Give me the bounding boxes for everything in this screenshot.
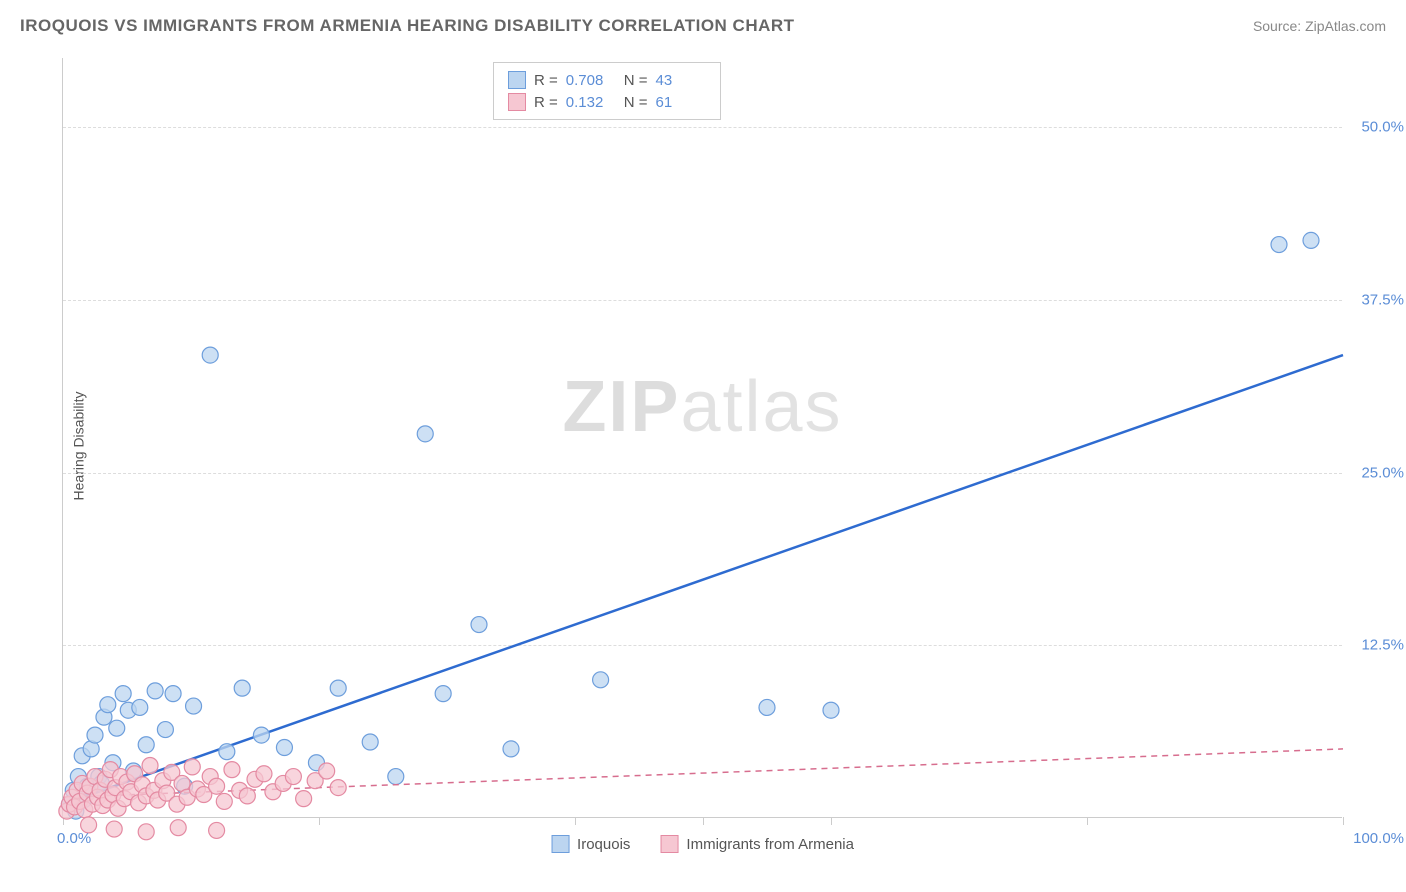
data-point-armenia (285, 769, 301, 785)
axis-xmax-label: 100.0% (1353, 830, 1404, 847)
data-point-iroquois (1303, 232, 1319, 248)
data-point-armenia (224, 762, 240, 778)
data-point-iroquois (362, 734, 378, 750)
data-point-iroquois (100, 697, 116, 713)
y-tick-label: 50.0% (1348, 119, 1404, 136)
data-point-iroquois (132, 699, 148, 715)
scatter-plot-svg (63, 58, 1342, 817)
x-tick (831, 817, 832, 825)
stats-row: R = 0.708 N = 43 (508, 69, 706, 91)
x-tick (703, 817, 704, 825)
chart-source: Source: ZipAtlas.com (1253, 18, 1386, 34)
data-point-armenia (142, 757, 158, 773)
n-value: 43 (656, 72, 706, 89)
data-point-armenia (296, 791, 312, 807)
n-label: N = (624, 72, 648, 89)
y-tick-label: 25.0% (1348, 464, 1404, 481)
data-point-iroquois (276, 740, 292, 756)
chart-plot-area: ZIPatlas 12.5%25.0%37.5%50.0% R =0.708N … (62, 58, 1342, 818)
swatch-icon (551, 835, 569, 853)
data-point-iroquois (147, 683, 163, 699)
data-point-armenia (106, 821, 122, 837)
x-tick (1343, 817, 1344, 825)
data-point-iroquois (388, 769, 404, 785)
n-label: N = (624, 94, 648, 111)
data-point-iroquois (165, 686, 181, 702)
data-point-iroquois (471, 617, 487, 633)
y-tick-label: 12.5% (1348, 637, 1404, 654)
data-point-iroquois (234, 680, 250, 696)
data-point-iroquois (503, 741, 519, 757)
r-value: 0.132 (566, 94, 616, 111)
chart-title: IROQUOIS VS IMMIGRANTS FROM ARMENIA HEAR… (20, 16, 795, 36)
data-point-iroquois (435, 686, 451, 702)
data-point-iroquois (1271, 237, 1287, 253)
data-point-iroquois (186, 698, 202, 714)
data-point-iroquois (87, 727, 103, 743)
data-point-iroquois (823, 702, 839, 718)
stats-row: R = 0.132 N = 61 (508, 91, 706, 113)
data-point-iroquois (157, 722, 173, 738)
data-point-armenia (209, 822, 225, 838)
data-point-armenia (256, 766, 272, 782)
legend-item: Iroquois (551, 835, 630, 853)
data-point-armenia (216, 793, 232, 809)
data-point-iroquois (109, 720, 125, 736)
swatch-icon (660, 835, 678, 853)
data-point-armenia (138, 824, 154, 840)
data-point-armenia (184, 759, 200, 775)
legend-item: Immigrants from Armenia (660, 835, 854, 853)
data-point-iroquois (593, 672, 609, 688)
correlation-stats-box: R = 0.708 N = 43 R = 0.132 N = 61 (493, 62, 721, 120)
series-legend: Iroquois Immigrants from Armenia (551, 835, 854, 853)
data-point-iroquois (417, 426, 433, 442)
legend-label: Immigrants from Armenia (686, 836, 854, 853)
x-tick (1087, 817, 1088, 825)
data-point-armenia (209, 778, 225, 794)
n-value: 61 (656, 94, 706, 111)
swatch-icon (508, 93, 526, 111)
data-point-iroquois (330, 680, 346, 696)
legend-label: Iroquois (577, 836, 630, 853)
x-tick (319, 817, 320, 825)
data-point-iroquois (138, 737, 154, 753)
data-point-iroquois (253, 727, 269, 743)
data-point-iroquois (115, 686, 131, 702)
data-point-armenia (239, 788, 255, 804)
data-point-armenia (170, 820, 186, 836)
data-point-iroquois (202, 347, 218, 363)
swatch-icon (508, 71, 526, 89)
data-point-iroquois (759, 699, 775, 715)
r-value: 0.708 (566, 72, 616, 89)
r-label: R = (534, 72, 558, 89)
r-label: R = (534, 94, 558, 111)
data-point-armenia (330, 780, 346, 796)
y-tick-label: 37.5% (1348, 291, 1404, 308)
data-point-armenia (319, 763, 335, 779)
data-point-iroquois (219, 744, 235, 760)
x-tick (575, 817, 576, 825)
axis-origin-label: 0.0% (57, 830, 91, 847)
